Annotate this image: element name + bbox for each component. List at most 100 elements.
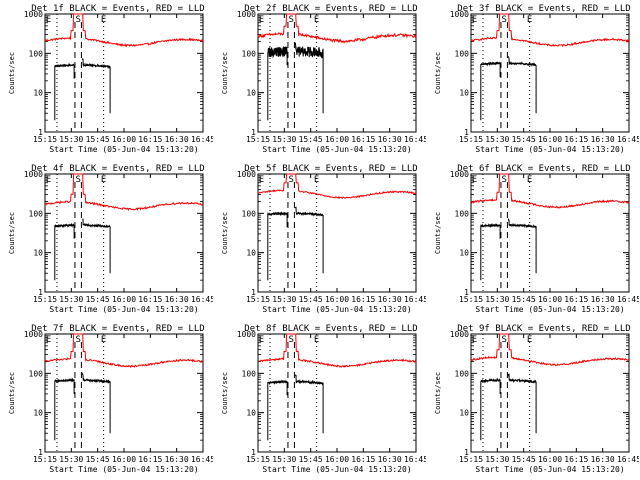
x-tick-label: 16:15 [564,455,588,464]
x-tick-label: 16:30 [378,295,402,304]
x-tick-label: 15:45 [86,135,110,144]
marker-label-start: E [259,175,264,185]
x-tick-label: 16:45 [404,455,426,464]
lld-series-line [470,173,630,209]
lld-series-line [44,13,204,48]
plot-frame [470,13,630,133]
y-axis-label: Counts/sec [221,212,229,254]
x-tick-label: 16:00 [325,455,349,464]
lld-series-line [44,333,203,369]
x-tick-label: 15:15 [459,295,483,304]
marker-label-start: E [472,15,477,25]
x-axis-label: Start Time (05-Jun-04 15:13:20) [49,145,198,154]
marker-label-start: E [259,335,264,345]
chart-panel-det-1f: Det 1f BLACK = Events, RED = LLD 15:15 15:… [0,0,213,160]
x-tick-label: 15:45 [512,455,536,464]
lld-series-line [257,173,417,200]
events-series-line [480,61,501,121]
x-tick-label: 15:45 [299,295,323,304]
chart-panel-det-4f: Det 4f BLACK = Events, RED = LLD 15:15 15:… [0,160,213,320]
y-axis-label: Counts/sec [434,212,442,254]
marker-label-saa: S [501,335,506,345]
marker-label-end: E [314,175,319,185]
marker-label-start: E [46,15,51,25]
chart-panel-det-9f: Det 9f BLACK = Events, RED = LLD 15:15 15:… [426,320,639,480]
plot-frame [44,333,204,453]
x-tick-label: 16:45 [617,295,639,304]
x-tick-label: 16:15 [138,135,162,144]
chart-title: Det 9f BLACK = Events, RED = LLD [457,324,630,334]
y-tick-label: 100 [455,369,470,378]
x-axis-label: Start Time (05-Jun-04 15:13:20) [475,465,624,474]
x-tick-label: 15:15 [246,455,270,464]
y-tick-label: 10 [459,249,469,258]
x-axis-label: Start Time (05-Jun-04 15:13:20) [262,465,411,474]
x-tick-label: 16:00 [538,455,562,464]
marker-label-start: E [259,15,264,25]
events-series-line [294,42,324,114]
x-tick-label: 15:45 [299,455,323,464]
y-tick-label: 1 [38,128,43,137]
x-tick-label: 16:45 [404,135,426,144]
y-tick-label: 1000 [450,10,469,19]
plot-frame [44,13,204,133]
events-series-line [54,222,75,281]
lld-series-line [470,13,630,48]
y-tick-label: 1 [464,128,469,137]
y-tick-label: 10 [246,89,256,98]
y-axis-label: Counts/sec [8,212,16,254]
x-tick-label: 16:15 [138,455,162,464]
y-tick-label: 100 [455,209,470,218]
y-tick-label: 10 [246,249,256,258]
x-tick-label: 15:45 [86,295,110,304]
x-tick-label: 16:45 [617,135,639,144]
y-tick-label: 10 [459,89,469,98]
marker-label-saa: S [75,175,80,185]
y-tick-label: 1000 [24,330,43,339]
y-tick-label: 1 [251,448,256,457]
chart-title: Det 4f BLACK = Events, RED = LLD [31,164,204,174]
lld-series-line [257,333,417,368]
marker-label-end: E [527,15,532,25]
marker-label-saa: S [288,15,293,25]
events-series-line [480,222,501,281]
chart-title: Det 2f BLACK = Events, RED = LLD [244,4,417,14]
x-tick-label: 16:30 [591,135,615,144]
marker-label-saa: S [501,175,506,185]
chart-panel-det-6f: Det 6f BLACK = Events, RED = LLD 15:15 15:… [426,160,639,320]
y-tick-label: 100 [29,369,44,378]
plot-frame [257,333,417,453]
x-tick-label: 15:30 [485,295,509,304]
x-tick-label: 16:15 [564,295,588,304]
x-tick-label: 16:15 [351,135,375,144]
x-tick-label: 16:30 [591,455,615,464]
x-tick-label: 16:30 [165,455,189,464]
chart-panel-det-2f: Det 2f BLACK = Events, RED = LLD 15:15 15:… [213,0,426,160]
x-axis-label: Start Time (05-Jun-04 15:13:20) [262,305,411,314]
events-series-line [294,206,324,274]
x-tick-label: 15:30 [485,455,509,464]
marker-label-end: E [101,175,106,185]
events-series-line [267,211,288,281]
lld-series-line [257,13,417,44]
x-tick-label: 15:15 [33,455,57,464]
marker-label-start: E [472,175,477,185]
plot-frame [470,333,630,453]
chart-panel-det-8f: Det 8f BLACK = Events, RED = LLD 15:15 15:… [213,320,426,480]
x-tick-label: 16:45 [617,455,639,464]
x-axis-label: Start Time (05-Jun-04 15:13:20) [475,145,624,154]
marker-label-saa: S [75,335,80,345]
y-tick-label: 1000 [237,330,256,339]
y-tick-label: 1 [38,448,43,457]
x-tick-label: 15:30 [272,295,296,304]
x-tick-label: 15:15 [459,135,483,144]
events-series-line [507,373,537,434]
x-tick-label: 15:45 [299,135,323,144]
x-tick-label: 16:30 [165,295,189,304]
x-tick-label: 16:30 [165,135,189,144]
x-tick-label: 15:30 [59,455,83,464]
